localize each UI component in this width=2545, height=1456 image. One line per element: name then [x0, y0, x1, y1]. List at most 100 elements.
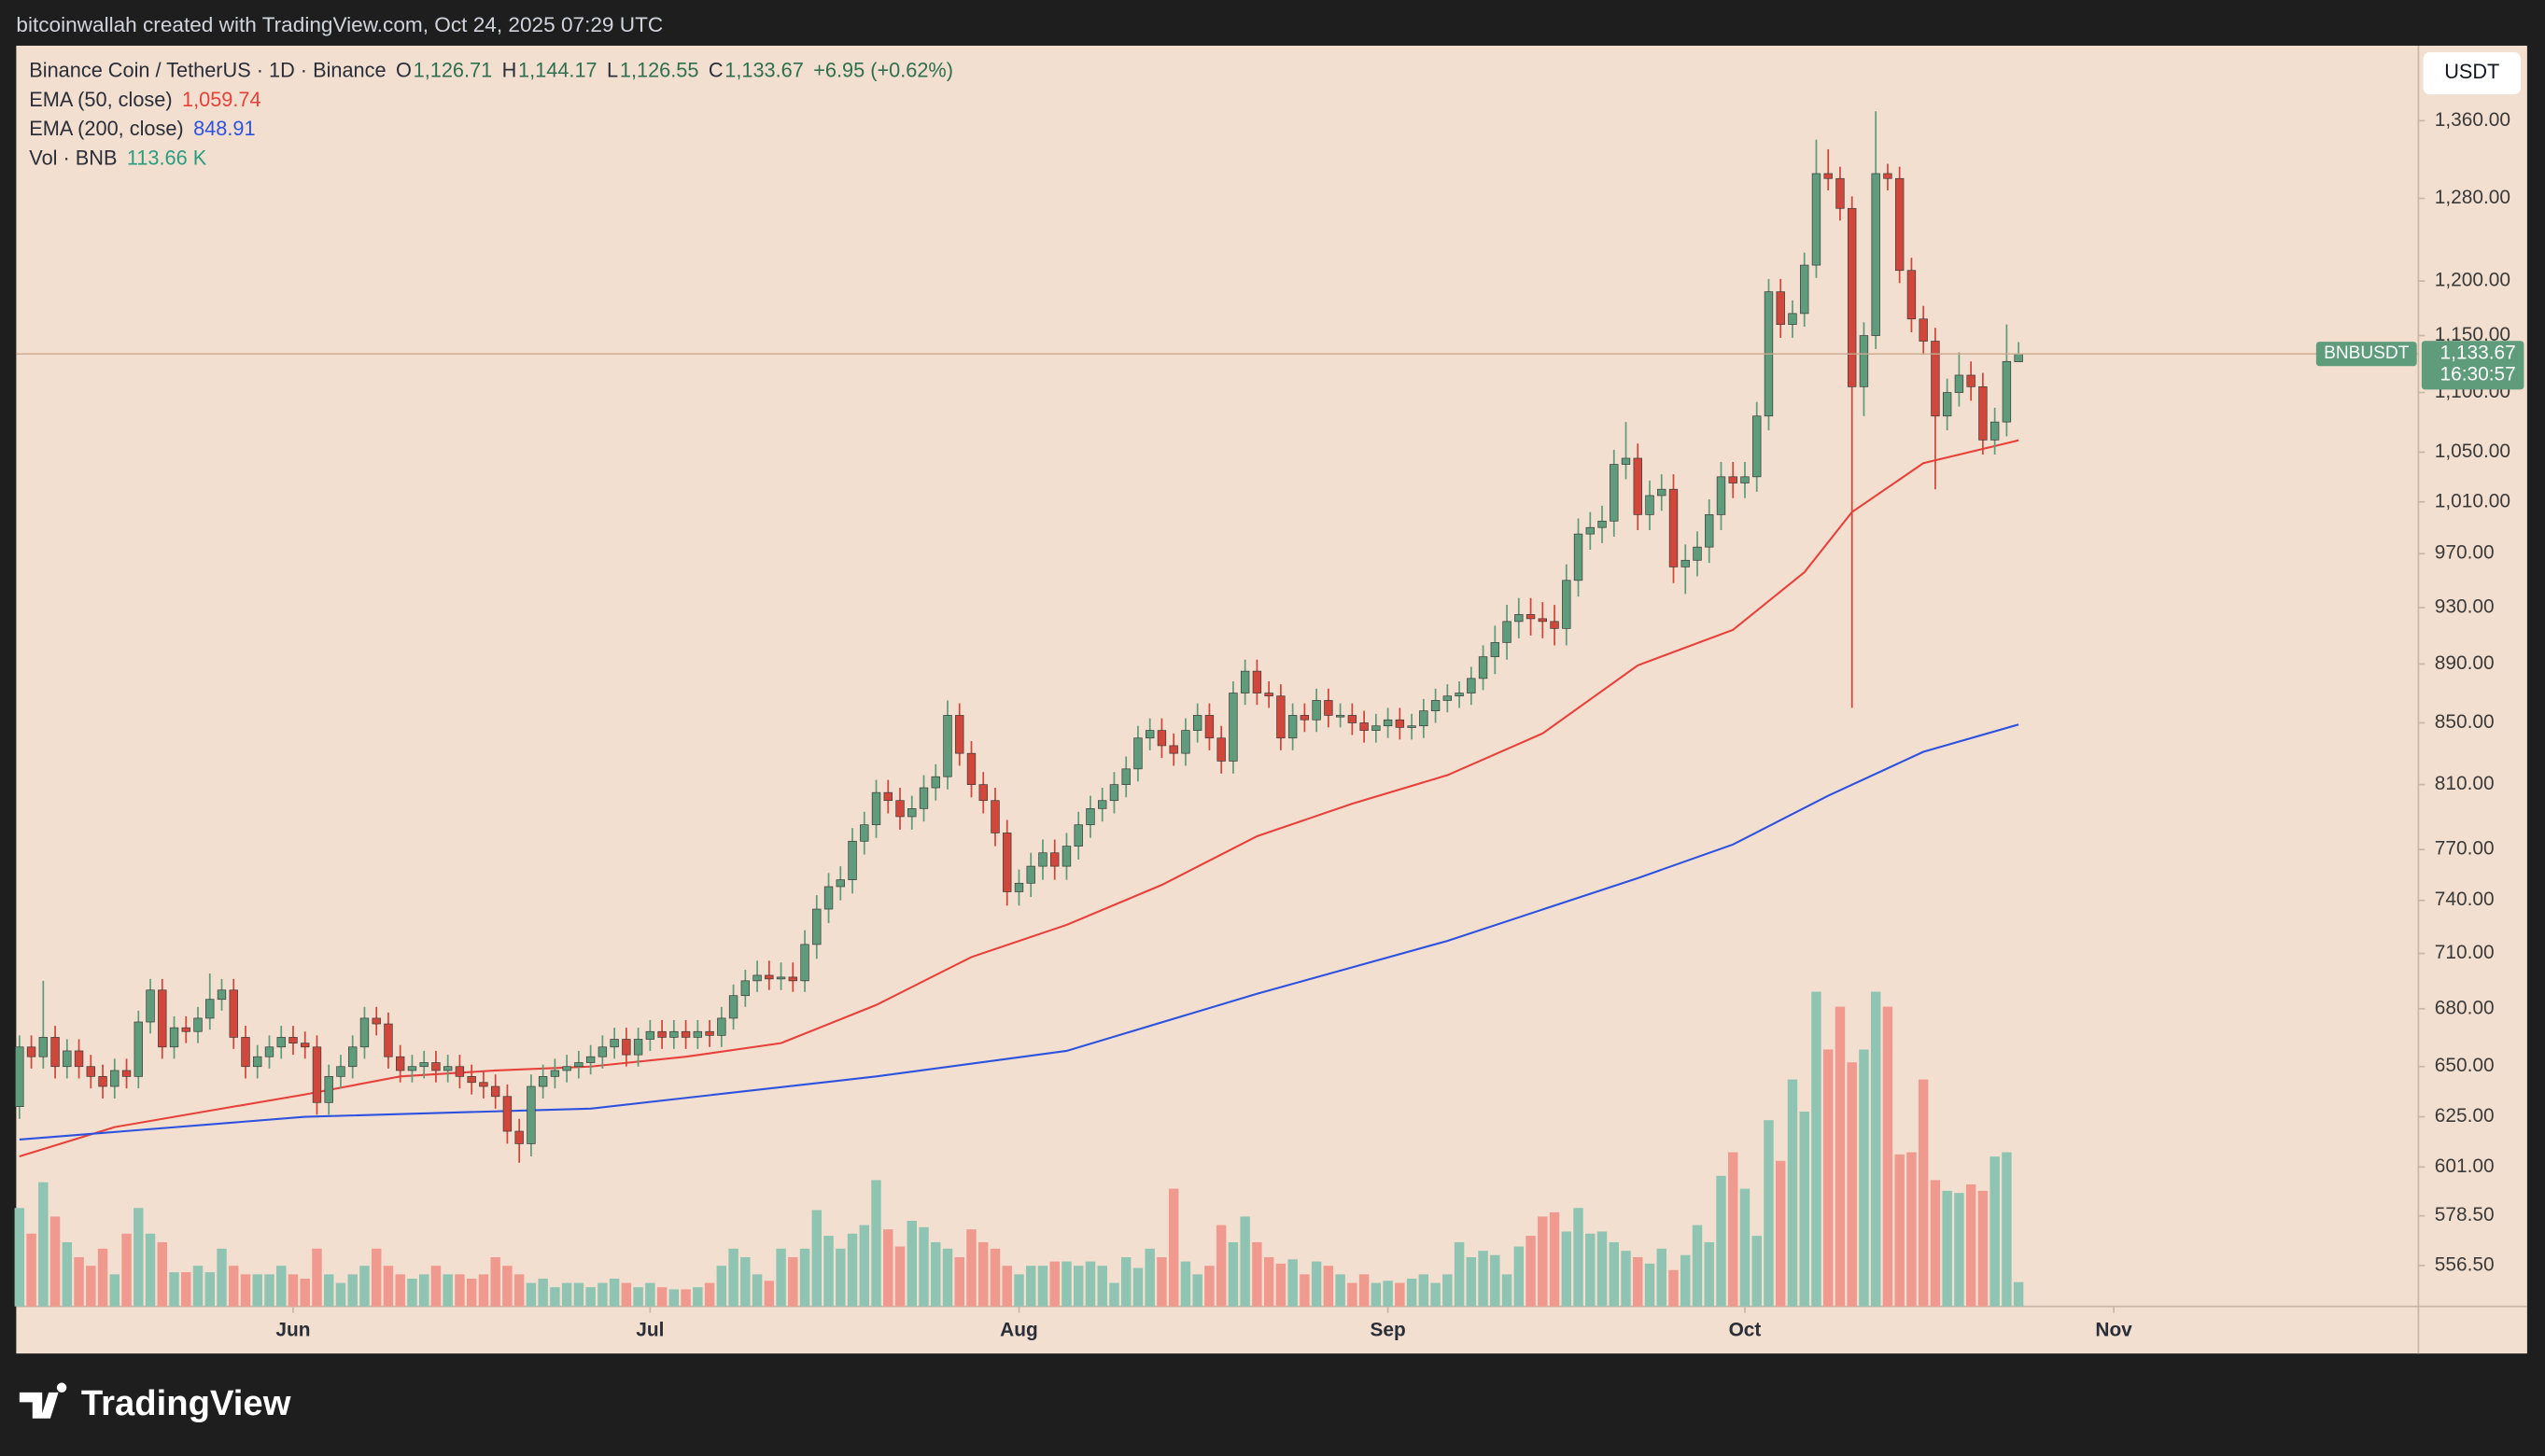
candle-body [1978, 385, 1988, 441]
candle-body [1740, 476, 1750, 483]
volume-bar [1395, 1282, 1405, 1307]
candle-body [1038, 852, 1048, 867]
volume-bar [1014, 1274, 1024, 1307]
volume-bar [1418, 1274, 1429, 1307]
candle-body [1633, 457, 1642, 515]
y-tick-label: 1,360.00 [2435, 109, 2510, 131]
legend-ohlc-key: O [396, 59, 412, 82]
volume-bar [1085, 1261, 1096, 1307]
volume-bar [847, 1233, 858, 1307]
volume-bar [62, 1241, 73, 1307]
volume-bar [1228, 1241, 1239, 1307]
candle-body [1204, 715, 1215, 739]
volume-bar [1704, 1241, 1714, 1307]
volume-bar [204, 1272, 215, 1307]
candle-body [550, 1070, 560, 1077]
y-tick-label: 890.00 [2435, 652, 2495, 674]
candle-body [2002, 360, 2012, 423]
y-tick-label: 1,280.00 [2435, 187, 2510, 208]
candle-body [622, 1039, 631, 1056]
candle-body [1383, 719, 1393, 727]
volume-bar [26, 1233, 36, 1307]
volume-bar [1847, 1062, 1857, 1307]
candle-body [776, 976, 786, 980]
candle-body [502, 1096, 513, 1132]
legend-ema-name: EMA (50, close) [29, 88, 172, 111]
candle-body [1788, 313, 1797, 326]
y-tick-label: 1,010.00 [2435, 490, 2510, 511]
volume-bar [573, 1282, 584, 1307]
candle-body [1931, 341, 1940, 417]
volume-bar [836, 1248, 846, 1307]
volume-bar [1644, 1263, 1655, 1307]
volume-bar [799, 1248, 810, 1307]
price-tag [2421, 341, 2524, 390]
candle-body [264, 1046, 274, 1057]
candle-body [1550, 621, 1559, 629]
candle-body [562, 1066, 571, 1071]
volume-bar [1263, 1257, 1274, 1307]
candle-body [443, 1066, 453, 1071]
x-tick-label: Sep [1370, 1319, 1405, 1340]
candle-body [717, 1017, 726, 1036]
candle-body [50, 1037, 60, 1068]
volume-bar [526, 1282, 537, 1307]
candle-body [991, 800, 1000, 833]
candle-body [1705, 514, 1714, 548]
candle-body [1966, 374, 1976, 387]
plot-area [14, 111, 2024, 1307]
candle-body [407, 1066, 417, 1071]
candle-body [752, 974, 762, 982]
candle-body [1954, 374, 1964, 393]
volume-bar [513, 1274, 525, 1307]
candle-body [693, 1030, 703, 1038]
candle-body [431, 1062, 441, 1071]
candle-body [1287, 715, 1298, 739]
volume-bar [300, 1278, 310, 1307]
volume-bar [134, 1208, 144, 1307]
candle-body [1823, 173, 1833, 179]
volume-bar [1049, 1261, 1060, 1307]
candle-body [919, 787, 929, 809]
volume-bar [1870, 991, 1881, 1307]
y-tick-label: 810.00 [2435, 773, 2495, 794]
volume-bar [466, 1278, 477, 1307]
volume-bar [145, 1233, 156, 1307]
volume-bar [645, 1282, 655, 1307]
volume-bar [430, 1266, 442, 1307]
candle-body [931, 776, 940, 789]
candle-body [1894, 177, 1905, 272]
volume-bar [1323, 1266, 1334, 1307]
candle-body [1800, 264, 1809, 315]
currency-button[interactable] [2423, 51, 2521, 95]
currency-label[interactable]: USDT [2444, 60, 2499, 83]
candle-body [514, 1130, 524, 1144]
volume-bar [1668, 1269, 1679, 1307]
candle-body [1906, 270, 1917, 320]
volume-bar [1430, 1282, 1441, 1307]
candle-body [836, 879, 845, 888]
candle-body [598, 1046, 608, 1057]
candle-body [728, 995, 738, 1019]
candle-body [1835, 177, 1845, 209]
volume-bar [752, 1274, 763, 1307]
volume-bar [550, 1287, 560, 1307]
volume-bar [1240, 1216, 1250, 1307]
volume-bar [455, 1274, 465, 1307]
y-tick-label: 578.50 [2435, 1204, 2495, 1225]
candle-body [348, 1046, 358, 1068]
volume-bar [1442, 1274, 1453, 1307]
candle-body [121, 1070, 132, 1077]
candle-body [181, 1027, 190, 1032]
volume-bar [347, 1274, 358, 1307]
y-tick-label: 625.00 [2435, 1105, 2495, 1127]
volume-bar [1358, 1274, 1370, 1307]
volume-bar [14, 1208, 25, 1307]
x-tick-label: Nov [2095, 1319, 2132, 1340]
legend-ohlc-key: C [709, 59, 724, 82]
volume-bar [1454, 1241, 1465, 1307]
volume-bar [954, 1257, 964, 1307]
volume-bar [1680, 1254, 1691, 1307]
candle-body [1335, 715, 1345, 718]
legend-ohlc-key: H [502, 59, 517, 82]
